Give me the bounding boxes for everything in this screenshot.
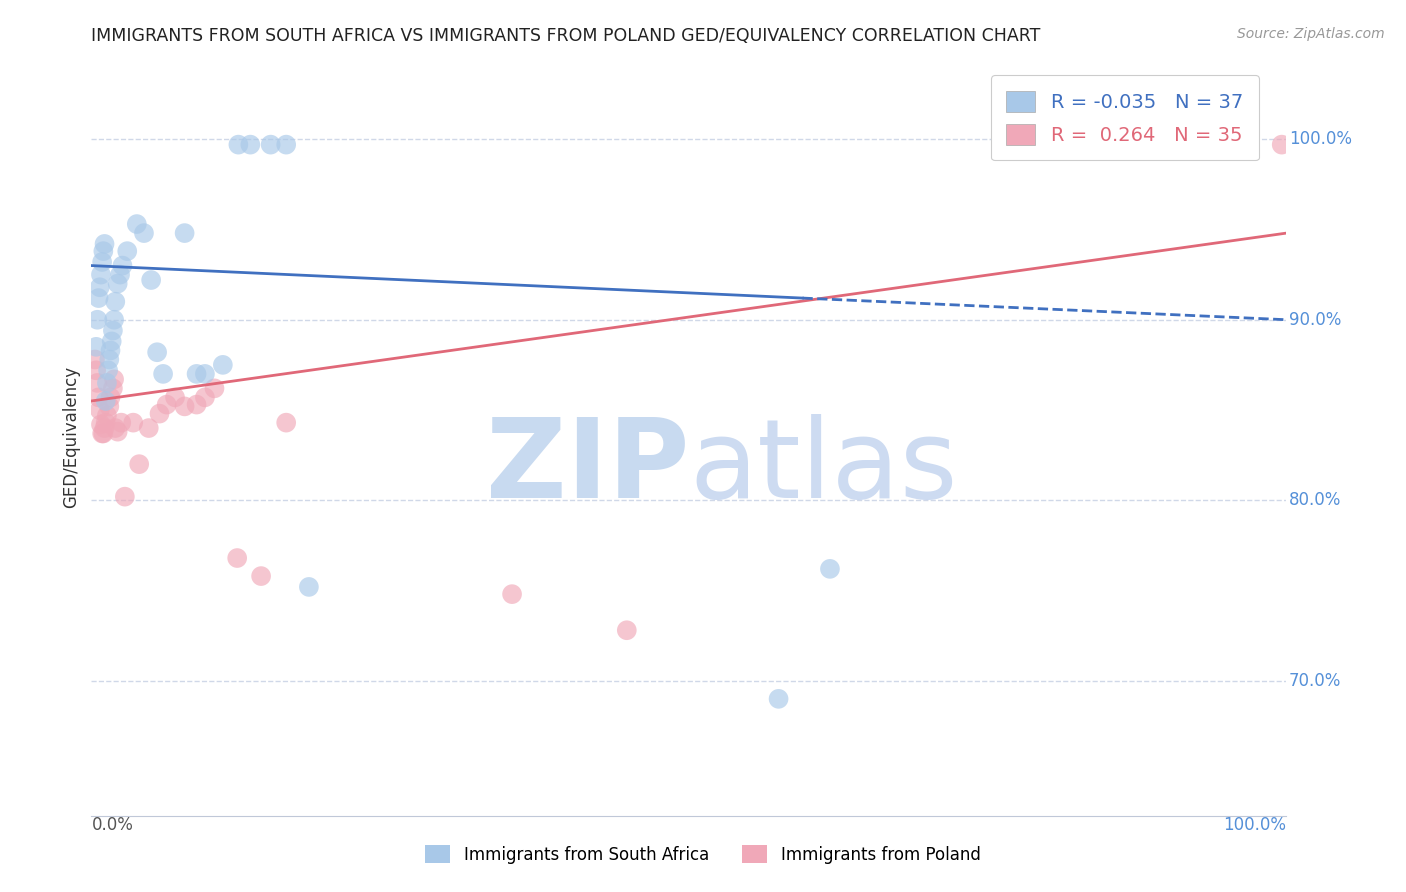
Point: [107, 425, 129, 439]
Point: [86, 312, 108, 326]
Point: [128, 457, 150, 471]
Y-axis label: GED/Equivalency: GED/Equivalency: [62, 366, 80, 508]
Point: [104, 294, 127, 309]
Point: [100, 334, 122, 349]
Text: IMMIGRANTS FROM SOUTH AFRICA VS IMMIGRANTS FROM POLAND GED/EQUIVALENCY CORRELATI: IMMIGRANTS FROM SOUTH AFRICA VS IMMIGRAN…: [91, 27, 1040, 45]
Point: [250, 569, 273, 583]
Point: [91, 426, 114, 441]
Point: [194, 390, 217, 404]
Point: [84, 352, 107, 367]
Point: [84, 340, 107, 354]
Point: [89, 280, 111, 294]
Point: [101, 324, 124, 338]
Legend: Immigrants from South Africa, Immigrants from Poland: Immigrants from South Africa, Immigrants…: [419, 838, 987, 871]
Point: [163, 390, 186, 404]
Point: [91, 255, 114, 269]
Point: [87, 390, 110, 404]
Point: [93, 244, 114, 259]
Point: [96, 409, 118, 423]
Point: [148, 407, 170, 421]
Point: [146, 345, 169, 359]
Point: [152, 367, 174, 381]
Text: 100.0%: 100.0%: [1289, 130, 1353, 148]
Point: [122, 416, 145, 430]
Point: [259, 137, 281, 152]
Point: [100, 343, 122, 358]
Point: [90, 268, 112, 282]
Point: [132, 226, 155, 240]
Point: [97, 363, 120, 377]
Point: [228, 137, 250, 152]
Point: [94, 416, 117, 430]
Point: [103, 312, 125, 326]
Point: [141, 273, 162, 287]
Point: [298, 580, 321, 594]
Point: [226, 551, 249, 566]
Point: [1271, 137, 1294, 152]
Text: ZIP: ZIP: [485, 414, 689, 521]
Point: [87, 291, 110, 305]
Point: [173, 400, 195, 414]
Point: [276, 137, 298, 152]
Point: [101, 381, 124, 395]
Point: [84, 363, 107, 377]
Text: Source: ZipAtlas.com: Source: ZipAtlas.com: [1237, 27, 1385, 41]
Point: [114, 490, 136, 504]
Point: [125, 217, 148, 231]
Point: [98, 352, 121, 367]
Point: [768, 691, 790, 706]
Point: [104, 421, 127, 435]
Point: [818, 562, 841, 576]
Point: [93, 426, 114, 441]
Point: [173, 226, 195, 240]
Point: [110, 416, 132, 430]
Point: [96, 376, 118, 390]
Point: [616, 624, 638, 638]
Point: [111, 259, 134, 273]
Point: [156, 398, 179, 412]
Text: 80.0%: 80.0%: [1289, 491, 1341, 509]
Point: [108, 268, 131, 282]
Point: [93, 421, 115, 435]
Text: 0.0%: 0.0%: [91, 816, 134, 834]
Point: [98, 400, 121, 414]
Point: [93, 236, 115, 251]
Point: [204, 381, 226, 395]
Point: [86, 376, 108, 390]
Point: [501, 587, 523, 601]
Text: 70.0%: 70.0%: [1289, 672, 1341, 690]
Point: [90, 417, 112, 432]
Point: [89, 403, 111, 417]
Point: [239, 137, 262, 152]
Point: [100, 390, 122, 404]
Point: [211, 358, 233, 372]
Point: [107, 277, 129, 291]
Text: 100.0%: 100.0%: [1223, 816, 1286, 834]
Point: [186, 398, 208, 412]
Point: [276, 416, 298, 430]
Legend: R = -0.035   N = 37, R =  0.264   N = 35: R = -0.035 N = 37, R = 0.264 N = 35: [991, 75, 1258, 161]
Text: atlas: atlas: [689, 414, 957, 521]
Point: [138, 421, 160, 435]
Point: [103, 372, 125, 386]
Text: 90.0%: 90.0%: [1289, 310, 1341, 329]
Point: [186, 367, 208, 381]
Point: [115, 244, 138, 259]
Point: [94, 394, 117, 409]
Point: [194, 367, 217, 381]
